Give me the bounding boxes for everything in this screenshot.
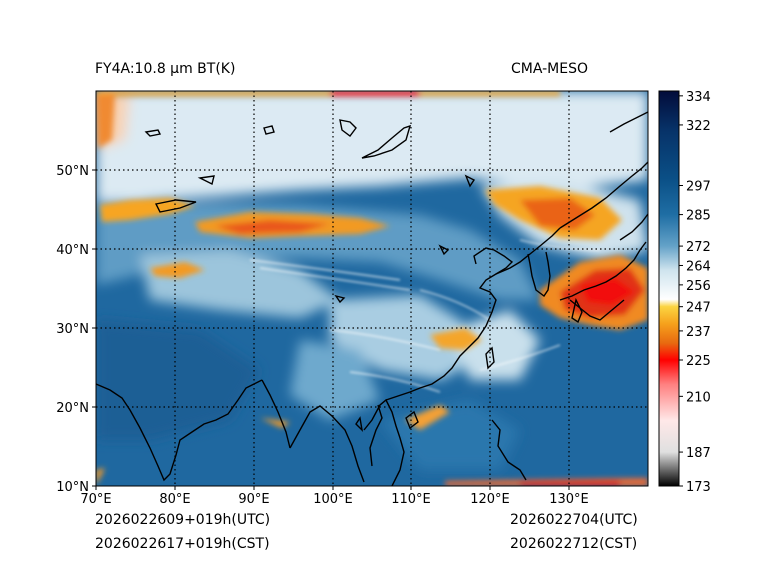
colorbar-tick-label: 334 <box>686 90 711 105</box>
lat-lon-grid <box>96 91 648 486</box>
colorbar-tick-label: 297 <box>686 180 711 195</box>
product-title: FY4A:10.8 µm BT(K) <box>95 61 236 77</box>
map-frame <box>95 90 649 487</box>
colorbar-tick-label: 322 <box>686 119 711 134</box>
lon-tick-label: 130°E <box>549 492 589 507</box>
lat-tick-label: 40°N <box>56 243 89 258</box>
colorbar-tick-label: 264 <box>686 259 711 274</box>
colorbar-tick-label: 225 <box>686 354 711 369</box>
colorbar-gradient <box>659 91 679 486</box>
lat-tick-label: 10°N <box>56 480 89 495</box>
colorbar-tick-label: 247 <box>686 301 711 316</box>
lat-tick-label: 20°N <box>56 401 89 416</box>
colorbar: 334 322 297 285 272 264 256 247 237 225 210 187 173 <box>658 90 711 495</box>
model-title: CMA-MESO <box>511 61 589 77</box>
lon-tick-label: 80°E <box>159 492 190 507</box>
valid-time-cst: 2026022712(CST) <box>510 536 638 552</box>
colorbar-tick-label: 285 <box>686 209 711 224</box>
init-time-cst: 2026022617+019h(CST) <box>95 536 270 552</box>
colorbar-tick-label: 187 <box>686 446 711 461</box>
coastline <box>96 111 648 486</box>
lon-tick-label: 100°E <box>313 492 353 507</box>
colorbar-tick-label: 237 <box>686 325 711 340</box>
lon-tick-label: 110°E <box>391 492 431 507</box>
valid-time-utc: 2026022704(UTC) <box>510 512 638 528</box>
colorbar-tick-label: 272 <box>686 240 711 255</box>
colorbar-tick-label: 173 <box>686 480 711 495</box>
colorbar-tick-label: 210 <box>686 390 711 405</box>
satellite-image <box>96 91 648 486</box>
lon-tick-label: 70°E <box>80 492 111 507</box>
lat-tick-label: 30°N <box>56 322 89 337</box>
colorbar-tick-label: 256 <box>686 279 711 294</box>
lon-tick-label: 120°E <box>470 492 510 507</box>
init-time-utc: 2026022609+019h(UTC) <box>95 512 271 528</box>
lon-tick-label: 90°E <box>238 492 269 507</box>
colorbar-frame <box>658 90 680 487</box>
lat-tick-label: 50°N <box>56 164 89 179</box>
